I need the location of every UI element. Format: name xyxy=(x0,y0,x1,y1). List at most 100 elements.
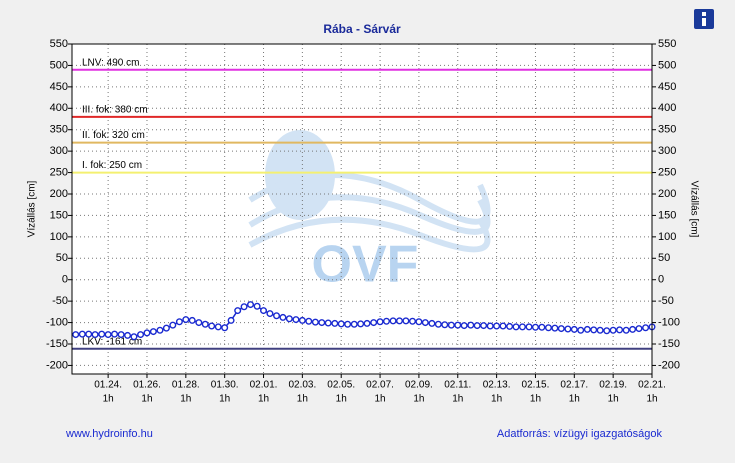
data-point xyxy=(402,317,410,325)
data-point xyxy=(357,320,365,328)
data-point xyxy=(285,315,293,323)
y2-tick-label: -100 xyxy=(658,316,680,328)
data-point xyxy=(85,330,93,338)
x-tick-sublabel: 1h xyxy=(608,394,619,405)
data-point xyxy=(208,322,216,330)
data-point xyxy=(382,317,390,325)
data-point xyxy=(137,331,145,339)
data-point xyxy=(480,322,488,330)
data-point xyxy=(117,331,125,339)
data-point xyxy=(337,320,345,328)
x-tick-label: 02.05. xyxy=(327,380,355,391)
data-point xyxy=(506,322,514,330)
data-point xyxy=(499,322,507,330)
data-point xyxy=(305,317,313,325)
x-tick-label: 01.24. xyxy=(94,380,122,391)
data-point xyxy=(389,317,397,325)
x-tick-sublabel: 1h xyxy=(530,394,541,405)
y2-tick-label: -50 xyxy=(658,295,674,307)
y2-tick-label: 250 xyxy=(658,166,676,178)
data-point xyxy=(622,326,630,334)
reference-label: I. fok: 250 cm xyxy=(82,160,142,171)
data-point xyxy=(292,316,300,324)
data-point xyxy=(376,318,384,326)
data-point xyxy=(570,325,578,333)
data-point xyxy=(182,316,190,324)
y-tick-label: 150 xyxy=(50,209,68,221)
y2-tick-label: 550 xyxy=(658,38,676,50)
data-point xyxy=(214,323,222,331)
data-point xyxy=(447,321,455,329)
y2-tick-label: -150 xyxy=(658,338,680,350)
data-point xyxy=(629,325,637,333)
data-point xyxy=(544,324,552,332)
x-tick-label: 02.21. xyxy=(638,380,666,391)
x-tick-label: 01.28. xyxy=(172,380,200,391)
data-point xyxy=(260,307,268,315)
data-point xyxy=(169,321,177,329)
data-point xyxy=(324,319,332,327)
data-point xyxy=(72,331,80,339)
data-point xyxy=(454,321,462,329)
x-tick-sublabel: 1h xyxy=(413,394,424,405)
data-point xyxy=(318,319,326,327)
info-button[interactable] xyxy=(694,9,714,29)
data-point xyxy=(590,326,598,334)
data-point xyxy=(201,320,209,328)
data-point xyxy=(493,322,501,330)
y-tick-label: -200 xyxy=(46,359,68,371)
footer-link[interactable]: www.hydroinfo.hu xyxy=(65,428,153,440)
data-point xyxy=(91,331,99,339)
data-point xyxy=(363,319,371,327)
x-tick-label: 02.17. xyxy=(560,380,588,391)
data-point xyxy=(188,316,196,324)
watermark-logo xyxy=(248,130,491,253)
data-point xyxy=(596,326,604,334)
y-tick-label: -50 xyxy=(52,295,68,307)
data-point xyxy=(78,330,86,338)
reference-label: II. fok: 320 cm xyxy=(82,130,145,141)
data-point xyxy=(234,307,242,315)
data-point xyxy=(525,323,533,331)
x-tick-label: 02.09. xyxy=(405,380,433,391)
data-point xyxy=(642,324,650,332)
y-tick-label: 350 xyxy=(50,124,68,136)
y-tick-label: 200 xyxy=(50,188,68,200)
data-point xyxy=(564,325,572,333)
data-point xyxy=(531,323,539,331)
data-point xyxy=(370,319,378,327)
x-tick-label: 02.19. xyxy=(599,380,627,391)
data-point xyxy=(104,331,112,339)
y2-tick-label: 150 xyxy=(658,209,676,221)
x-tick-label: 01.26. xyxy=(133,380,161,391)
x-tick-sublabel: 1h xyxy=(646,394,657,405)
data-point xyxy=(221,324,229,332)
data-point xyxy=(273,312,281,320)
x-tick-sublabel: 1h xyxy=(491,394,502,405)
data-point xyxy=(311,318,319,326)
x-tick-sublabel: 1h xyxy=(103,394,114,405)
plot-area xyxy=(72,44,652,374)
reference-label: III. fok: 380 cm xyxy=(82,104,148,115)
data-point xyxy=(344,320,352,328)
x-tick-label: 02.07. xyxy=(366,380,394,391)
data-point xyxy=(577,326,585,334)
data-point xyxy=(98,330,106,338)
x-tick-sublabel: 1h xyxy=(336,394,347,405)
data-point xyxy=(460,322,468,330)
data-point xyxy=(156,326,164,334)
reference-label: LKV: -161 cm xyxy=(82,336,142,347)
x-tick-sublabel: 1h xyxy=(375,394,386,405)
data-point xyxy=(486,322,494,330)
data-point xyxy=(518,323,526,331)
y-axis-label: Vízállás [cm] xyxy=(27,180,38,237)
x-tick-label: 02.15. xyxy=(522,380,550,391)
y2-tick-label: 350 xyxy=(658,124,676,136)
data-point xyxy=(609,326,617,334)
data-point xyxy=(421,319,429,327)
data-point xyxy=(583,325,591,333)
y-tick-label: 550 xyxy=(50,38,68,50)
y-tick-label: 0 xyxy=(62,274,68,286)
data-point xyxy=(635,325,643,333)
